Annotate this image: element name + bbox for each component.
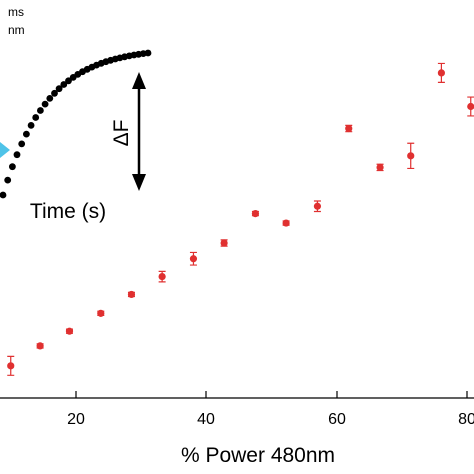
x-tick-label: 60: [328, 411, 346, 428]
data-point: [220, 239, 228, 247]
data-point: [158, 273, 166, 281]
arrow-head-up: [132, 72, 146, 89]
data-series: [7, 62, 474, 376]
trace-dot: [18, 140, 26, 148]
fluorescence-trace: [0, 49, 152, 199]
plot-frame: [0, 391, 474, 399]
data-point: [345, 124, 353, 133]
delta-f-arrow: [132, 72, 146, 191]
trace-dot: [60, 81, 68, 88]
x-tick-label: 20: [67, 411, 85, 428]
trace-dot: [27, 122, 35, 129]
data-point: [36, 342, 44, 350]
arrow-head-down: [132, 174, 146, 191]
trace-dot: [9, 163, 16, 171]
inset: ms nm ΔF Time (s): [0, 5, 152, 223]
delta-f-label: ΔF: [110, 120, 133, 147]
data-point: [407, 152, 415, 160]
x-axis-title: % Power 480nm: [181, 444, 335, 467]
trace-dot: [144, 49, 152, 57]
trace-dot: [23, 130, 30, 138]
stimulus-marker: [0, 142, 10, 158]
data-point: [251, 210, 260, 218]
inset-legend-line: ms: [8, 5, 24, 19]
inset-legend-line: nm: [8, 23, 25, 37]
trace-dot: [51, 89, 58, 97]
trace-dot: [32, 114, 40, 121]
trace-dot: [46, 95, 54, 102]
data-point: [127, 290, 136, 299]
data-point: [467, 102, 474, 111]
data-point: [7, 362, 15, 370]
data-point: [437, 69, 445, 77]
data-point: [313, 202, 322, 210]
trace-dot: [4, 176, 12, 184]
trace-dot: [55, 85, 63, 93]
trace-dot: [0, 191, 7, 199]
x-tick-labels: 20 40 60 80: [67, 411, 474, 428]
data-point: [189, 255, 198, 263]
x-tick-label: 80: [458, 411, 474, 428]
x-tick-label: 40: [197, 411, 215, 428]
data-point: [97, 309, 105, 317]
data-point: [65, 327, 74, 335]
trace-dot: [37, 107, 44, 114]
trace-dot: [41, 100, 49, 108]
inset-x-label: Time (s): [30, 200, 106, 223]
data-point: [376, 163, 384, 171]
data-point: [282, 219, 290, 227]
trace-dot: [65, 77, 72, 85]
trace-dot: [13, 151, 21, 159]
